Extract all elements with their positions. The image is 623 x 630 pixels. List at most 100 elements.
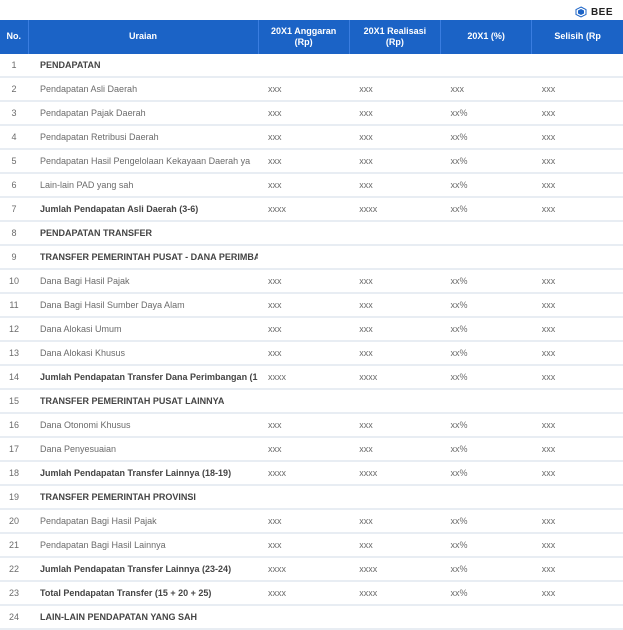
- cell-realisasi: [349, 605, 440, 629]
- cell-realisasi: xxxx: [349, 461, 440, 485]
- cell-uraian: Dana Alokasi Khusus: [28, 341, 258, 365]
- cell-realisasi: xxxx: [349, 365, 440, 389]
- cell-anggaran: xxx: [258, 437, 349, 461]
- col-no: No.: [0, 20, 28, 54]
- cell-uraian: Jumlah Pendapatan Transfer Dana Perimban…: [28, 365, 258, 389]
- table-row: 4Pendapatan Retribusi Daerahxxxxxxxx%xxx: [0, 125, 623, 149]
- cell-persen: xx%: [441, 293, 532, 317]
- table-row: 12Dana Alokasi Umumxxxxxxxx%xxx: [0, 317, 623, 341]
- cell-anggaran: [258, 221, 349, 245]
- cell-anggaran: xxx: [258, 509, 349, 533]
- table-row: 19TRANSFER PEMERINTAH PROVINSI: [0, 485, 623, 509]
- table-row: 17Dana Penyesuaianxxxxxxxx%xxx: [0, 437, 623, 461]
- cell-realisasi: xxx: [349, 101, 440, 125]
- cell-anggaran: xxx: [258, 149, 349, 173]
- cell-persen: xx%: [441, 317, 532, 341]
- cell-anggaran: xxxx: [258, 461, 349, 485]
- cell-uraian: Pendapatan Hasil Pengelolaan Kekayaan Da…: [28, 149, 258, 173]
- cell-persen: xxx: [441, 77, 532, 101]
- cell-persen: xx%: [441, 173, 532, 197]
- table-row: 14Jumlah Pendapatan Transfer Dana Perimb…: [0, 365, 623, 389]
- cell-no: 18: [0, 461, 28, 485]
- cell-uraian: TRANSFER PEMERINTAH PUSAT - DANA PERIMBA: [28, 245, 258, 269]
- table-row: 8PENDAPATAN TRANSFER: [0, 221, 623, 245]
- cell-no: 13: [0, 341, 28, 365]
- cell-uraian: Pendapatan Retribusi Daerah: [28, 125, 258, 149]
- cell-persen: xx%: [441, 509, 532, 533]
- cell-no: 6: [0, 173, 28, 197]
- cell-anggaran: xxxx: [258, 365, 349, 389]
- cell-persen: [441, 54, 532, 77]
- col-selisih: Selisih (Rp: [532, 20, 623, 54]
- cell-selisih: xxx: [532, 533, 623, 557]
- cell-selisih: [532, 245, 623, 269]
- cell-anggaran: [258, 389, 349, 413]
- col-uraian: Uraian: [28, 20, 258, 54]
- cell-selisih: xxx: [532, 365, 623, 389]
- cell-no: 15: [0, 389, 28, 413]
- cell-persen: xx%: [441, 101, 532, 125]
- cell-persen: [441, 605, 532, 629]
- cell-selisih: xxx: [532, 197, 623, 221]
- cell-selisih: xxx: [532, 293, 623, 317]
- cell-anggaran: xxx: [258, 413, 349, 437]
- cell-uraian: Dana Otonomi Khusus: [28, 413, 258, 437]
- cell-no: 12: [0, 317, 28, 341]
- cell-no: 17: [0, 437, 28, 461]
- cell-realisasi: xxx: [349, 317, 440, 341]
- cell-persen: xx%: [441, 413, 532, 437]
- table-row: 23Total Pendapatan Transfer (15 + 20 + 2…: [0, 581, 623, 605]
- cell-realisasi: xxx: [349, 293, 440, 317]
- finance-table: No. Uraian 20X1 Anggaran (Rp) 20X1 Reali…: [0, 20, 623, 630]
- cell-selisih: [532, 54, 623, 77]
- cell-persen: xx%: [441, 269, 532, 293]
- cell-no: 20: [0, 509, 28, 533]
- cell-anggaran: xxx: [258, 77, 349, 101]
- cell-persen: xx%: [441, 341, 532, 365]
- table-row: 16Dana Otonomi Khususxxxxxxxx%xxx: [0, 413, 623, 437]
- cell-anggaran: xxx: [258, 101, 349, 125]
- cell-selisih: xxx: [532, 557, 623, 581]
- table-row: 18Jumlah Pendapatan Transfer Lainnya (18…: [0, 461, 623, 485]
- cell-no: 21: [0, 533, 28, 557]
- cell-no: 2: [0, 77, 28, 101]
- cell-no: 11: [0, 293, 28, 317]
- cell-anggaran: xxx: [258, 533, 349, 557]
- cell-uraian: Lain-lain PAD yang sah: [28, 173, 258, 197]
- cell-anggaran: [258, 485, 349, 509]
- cell-realisasi: xxx: [349, 341, 440, 365]
- cell-uraian: Total Pendapatan Transfer (15 + 20 + 25): [28, 581, 258, 605]
- cell-realisasi: xxxx: [349, 197, 440, 221]
- cell-uraian: PENDAPATAN TRANSFER: [28, 221, 258, 245]
- brand-text: BEE: [591, 7, 613, 18]
- cell-anggaran: [258, 54, 349, 77]
- col-realisasi: 20X1 Realisasi (Rp): [349, 20, 440, 54]
- cell-realisasi: xxx: [349, 533, 440, 557]
- cell-uraian: TRANSFER PEMERINTAH PROVINSI: [28, 485, 258, 509]
- cell-selisih: xxx: [532, 341, 623, 365]
- cell-selisih: xxx: [532, 461, 623, 485]
- cell-selisih: xxx: [532, 125, 623, 149]
- cell-realisasi: [349, 245, 440, 269]
- cell-persen: xx%: [441, 437, 532, 461]
- table-row: 11Dana Bagi Hasil Sumber Daya Alamxxxxxx…: [0, 293, 623, 317]
- cell-selisih: xxx: [532, 173, 623, 197]
- cell-selisih: xxx: [532, 581, 623, 605]
- cell-persen: xx%: [441, 581, 532, 605]
- cell-persen: [441, 221, 532, 245]
- cell-realisasi: [349, 221, 440, 245]
- table-row: 9TRANSFER PEMERINTAH PUSAT - DANA PERIMB…: [0, 245, 623, 269]
- table-row: 13Dana Alokasi Khususxxxxxxxx%xxx: [0, 341, 623, 365]
- cell-selisih: xxx: [532, 101, 623, 125]
- cell-persen: [441, 485, 532, 509]
- col-persen: 20X1 (%): [441, 20, 532, 54]
- cell-uraian: Dana Bagi Hasil Pajak: [28, 269, 258, 293]
- cell-no: 1: [0, 54, 28, 77]
- table-row: 20Pendapatan Bagi Hasil Pajakxxxxxxxx%xx…: [0, 509, 623, 533]
- cell-realisasi: xxxx: [349, 581, 440, 605]
- cell-uraian: Jumlah Pendapatan Transfer Lainnya (18-1…: [28, 461, 258, 485]
- cell-uraian: Pendapatan Bagi Hasil Lainnya: [28, 533, 258, 557]
- table-row: 6Lain-lain PAD yang sahxxxxxxxx%xxx: [0, 173, 623, 197]
- cell-no: 24: [0, 605, 28, 629]
- table-header: No. Uraian 20X1 Anggaran (Rp) 20X1 Reali…: [0, 20, 623, 54]
